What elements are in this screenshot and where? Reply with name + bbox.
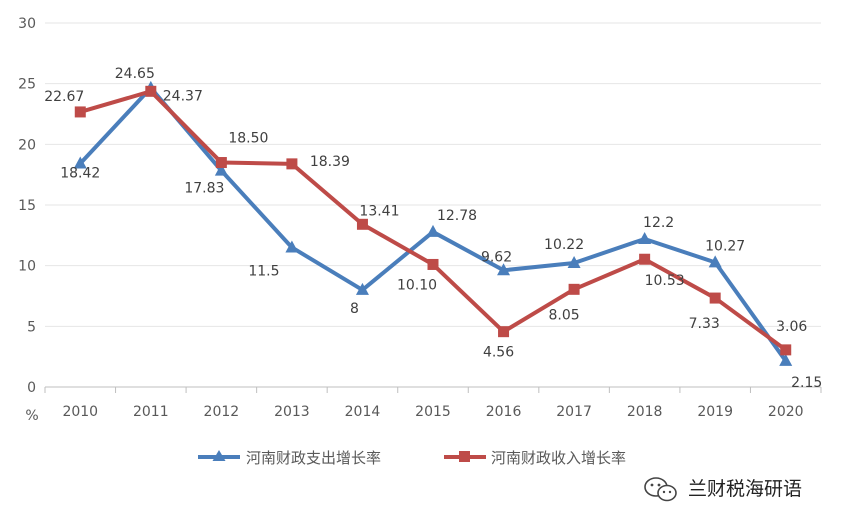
data-point-marker (568, 283, 580, 295)
data-point-marker (73, 156, 87, 169)
data-point-marker (286, 158, 298, 170)
data-label: 3.06 (776, 319, 807, 335)
data-point-marker (780, 344, 792, 356)
legend-triangle-marker (212, 450, 226, 461)
data-point-marker (356, 218, 368, 230)
y-tick-label: 10 (18, 259, 36, 275)
data-point-marker (214, 163, 228, 176)
data-point-marker (708, 255, 722, 268)
y-unit-label: % (25, 408, 38, 424)
legend-square-marker (459, 451, 470, 462)
x-tick-label: 2018 (627, 404, 663, 420)
data-point-marker (709, 292, 721, 304)
x-tick-label: 2016 (486, 404, 522, 420)
data-label: 12.78 (437, 208, 477, 224)
y-tick-label: 25 (18, 77, 36, 93)
data-point-marker (639, 253, 651, 265)
legend-label-revenue: 河南财政收入增长率 (491, 449, 626, 467)
data-point-marker (567, 255, 581, 268)
data-label: 17.83 (184, 181, 224, 197)
x-tick-label: 2011 (133, 404, 169, 420)
data-label: 24.65 (115, 66, 155, 82)
data-label: 8.05 (549, 307, 580, 323)
x-tick-label: 2015 (415, 404, 451, 420)
data-point-marker (74, 106, 86, 118)
data-point-marker (779, 353, 793, 366)
data-point-marker (285, 240, 299, 253)
wechat-icon (644, 477, 677, 502)
watermark-text: 兰财税海研语 (688, 478, 802, 500)
data-label: 18.42 (60, 166, 100, 182)
data-label: 11.5 (248, 263, 279, 279)
legend-label-expenditure: 河南财政支出增长率 (246, 449, 381, 467)
x-tick-label: 2017 (556, 404, 592, 420)
data-point-marker (498, 326, 510, 338)
data-label: 7.33 (689, 316, 720, 332)
x-axis: 2010 2011 2012 2013 2014 2015 2016 2017 2018 2019… (44, 386, 822, 420)
series-group (73, 80, 793, 366)
x-tick-label: 2020 (768, 404, 804, 420)
y-tick-label: 0 (27, 380, 36, 396)
data-point-marker (497, 263, 511, 276)
legend-item-revenue: 河南财政收入增长率 (444, 449, 626, 467)
data-label: 10.22 (544, 237, 584, 253)
x-tick-label: 2019 (697, 404, 733, 420)
y-tick-label: 15 (18, 198, 36, 214)
data-label: 18.50 (228, 131, 268, 147)
data-label: 12.2 (643, 215, 674, 231)
data-label: 2.15 (791, 375, 822, 391)
data-point-marker (215, 157, 227, 169)
data-label: 10.10 (397, 277, 437, 293)
x-tick-label: 2013 (274, 404, 310, 420)
data-label: 24.37 (163, 88, 203, 104)
gridlines (45, 22, 821, 327)
legend: 河南财政支出增长率 河南财政收入增长率 (198, 449, 626, 467)
y-tick-label: 5 (27, 319, 36, 335)
watermark: 兰财税海研语 (644, 477, 802, 502)
data-point-marker (426, 224, 440, 237)
x-tick-label: 2014 (345, 404, 381, 420)
data-label: 8 (350, 301, 359, 317)
data-label: 4.56 (483, 345, 514, 361)
data-point-marker (355, 282, 369, 295)
data-label: 22.67 (44, 89, 84, 105)
data-labels: 18.42 24.65 17.83 11.5 8 12.78 9.62 10.22 12.2 10… (44, 66, 822, 391)
y-tick-label: 30 (18, 16, 36, 32)
x-tick-label: 2012 (204, 404, 240, 420)
data-point-marker (427, 258, 439, 270)
legend-item-expenditure: 河南财政支出增长率 (198, 449, 381, 467)
data-label: 10.27 (705, 238, 745, 254)
data-label: 13.41 (359, 203, 399, 219)
y-axis: 0 5 10 15 20 25 30 (18, 16, 36, 396)
data-label: 10.53 (645, 273, 685, 289)
x-tick-label: 2010 (62, 404, 98, 420)
data-point-marker (638, 231, 652, 244)
data-label: 18.39 (310, 154, 350, 170)
data-point-marker (145, 85, 157, 97)
y-tick-label: 20 (18, 137, 36, 153)
data-label: 9.62 (481, 249, 512, 265)
